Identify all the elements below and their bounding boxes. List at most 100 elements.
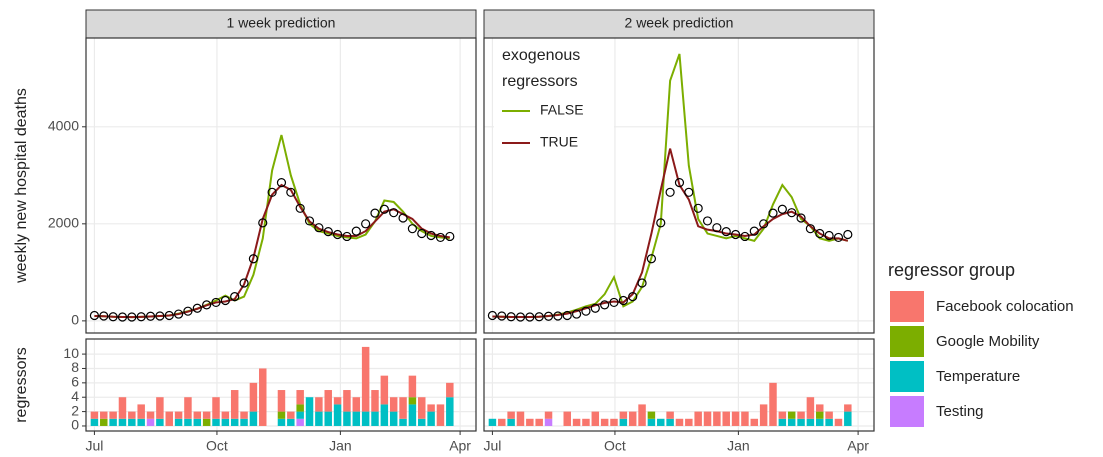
data-point	[389, 208, 399, 218]
bar-segment	[361, 346, 370, 412]
bar-segment	[647, 418, 656, 426]
data-point	[117, 312, 128, 322]
bar-segment	[778, 418, 787, 426]
bar-segment	[212, 397, 220, 419]
bar-segment	[544, 411, 553, 419]
data-point	[759, 219, 769, 229]
data-point	[379, 204, 389, 214]
data-point	[618, 295, 628, 306]
legend-title: exogenous	[502, 47, 580, 64]
data-point	[805, 224, 816, 234]
bar-segment	[628, 411, 637, 426]
bar-segment	[694, 411, 702, 426]
bar-segment	[816, 411, 824, 419]
bar-segment	[675, 418, 684, 426]
data-point	[534, 312, 544, 322]
bar-segment	[193, 411, 202, 419]
data-point	[286, 187, 296, 197]
bar-segment	[759, 404, 768, 426]
bar-segment	[296, 411, 304, 419]
bar-segment	[100, 411, 108, 419]
data-point	[843, 229, 853, 240]
data-point	[674, 177, 685, 188]
bar-segment	[90, 411, 99, 419]
bar-segment	[389, 411, 398, 426]
strip-title: 2 week prediction	[625, 15, 734, 31]
data-point	[506, 312, 516, 322]
bar-segment	[174, 418, 183, 426]
bar-segment	[638, 404, 646, 426]
data-point	[258, 218, 268, 228]
bar-segment	[408, 404, 417, 426]
data-point	[712, 223, 722, 233]
bar-segment	[544, 418, 553, 426]
data-point	[525, 312, 535, 322]
bar-segment	[797, 411, 805, 419]
data-point	[833, 232, 844, 243]
bar-segment	[118, 397, 127, 419]
bar-segment	[787, 418, 796, 426]
strip	[85, 9, 477, 39]
data-point	[656, 218, 666, 228]
y-tick-label: 6	[71, 374, 79, 390]
data-point	[202, 300, 212, 310]
bar-segment	[507, 411, 515, 419]
data-point	[721, 226, 731, 237]
bar-segment	[703, 411, 712, 426]
bar-segment	[591, 411, 600, 426]
data-point	[445, 231, 455, 242]
data-point	[426, 230, 436, 241]
bar-segment	[221, 418, 230, 426]
data-point	[220, 295, 230, 306]
data-point	[99, 311, 109, 321]
legend-label: Google Mobility	[936, 333, 1040, 350]
bar-segment	[806, 418, 815, 426]
bar-segment	[184, 397, 192, 419]
bar-segment	[156, 397, 164, 419]
bar-segment	[202, 411, 211, 419]
bar-segment	[343, 411, 351, 426]
bar-segment	[408, 397, 417, 405]
data-point	[136, 312, 146, 322]
bar-segment	[156, 418, 164, 426]
y-tick-label: 8	[71, 359, 79, 375]
bar-segment	[128, 418, 136, 426]
bar-segment	[666, 418, 674, 426]
bar-segment	[436, 404, 445, 426]
legend-label: Testing	[936, 403, 984, 420]
data-point	[398, 213, 408, 223]
y-tick-label: 4	[71, 388, 79, 404]
legend-key	[890, 361, 924, 392]
data-point	[295, 203, 305, 213]
legend-label: TRUE	[540, 134, 578, 150]
strip	[483, 9, 875, 39]
data-point	[487, 310, 498, 321]
data-point	[815, 228, 825, 239]
bar-segment	[418, 418, 426, 426]
data-point	[361, 219, 371, 229]
data-point	[230, 292, 240, 302]
bar-segment	[333, 404, 342, 426]
y-tick-label: 10	[63, 345, 79, 361]
data-point	[304, 216, 315, 226]
data-point	[702, 216, 713, 226]
bar-segment	[778, 411, 787, 419]
bar-segment	[249, 382, 258, 412]
panel-border	[483, 37, 875, 334]
bar-segment	[174, 411, 183, 419]
data-point	[145, 311, 156, 321]
bar-segment	[296, 404, 304, 412]
bar-segment	[371, 411, 379, 426]
data-point	[571, 309, 582, 319]
data-point	[192, 303, 202, 313]
bar-segment	[137, 418, 145, 426]
bar-segment	[128, 411, 136, 419]
legend-label: FALSE	[540, 102, 584, 118]
bar-segment	[657, 418, 665, 426]
data-point	[332, 229, 343, 240]
y-tick-label: 2000	[48, 215, 79, 231]
y-axis-title: regressors	[13, 347, 30, 423]
bar-segment	[722, 411, 730, 426]
bar-segment	[446, 382, 454, 398]
